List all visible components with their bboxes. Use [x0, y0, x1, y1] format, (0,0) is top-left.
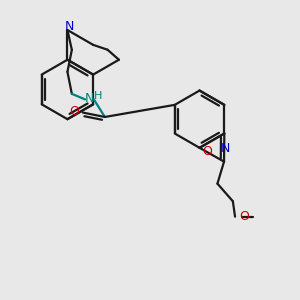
- Text: O: O: [202, 145, 212, 158]
- Text: O: O: [239, 210, 249, 223]
- Text: H: H: [94, 91, 102, 101]
- Text: N: N: [65, 20, 74, 33]
- Text: N: N: [220, 142, 230, 155]
- Text: N: N: [85, 92, 94, 105]
- Text: O: O: [69, 105, 79, 118]
